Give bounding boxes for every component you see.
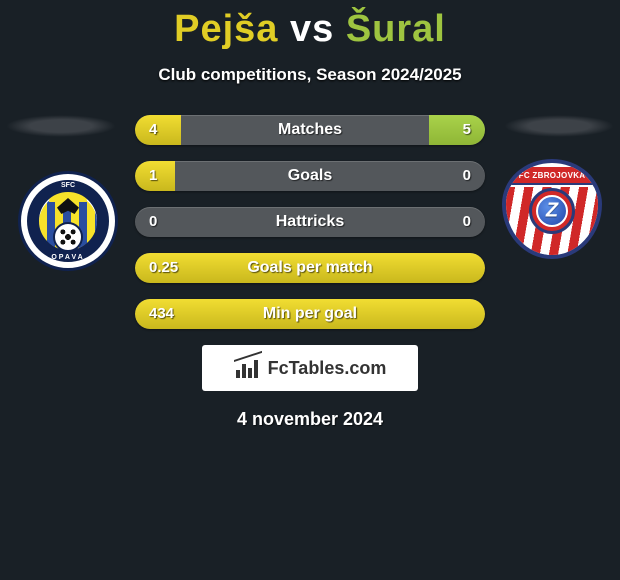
opava-text-bottom: OPAVA [21,254,115,261]
content-area: 1907 SFC OPAVA FC ZBROJOVKA Z 45Matches 1… [0,115,620,430]
stat-label: Matches [135,115,485,145]
watermark-chart-icon [234,358,262,378]
crest-shadow-left [6,115,116,137]
stat-bar-row: 00Hattricks [135,207,485,237]
comparison-title: Pejša vs Šural [0,0,620,51]
stat-bar-row: 45Matches [135,115,485,145]
watermark-text: FcTables.com [268,358,387,379]
player1-name: Pejša [174,8,278,50]
subtitle: Club competitions, Season 2024/2025 [0,65,620,85]
stat-bars: 45Matches 10Goals 00Hattricks 0.25Goals per… [135,115,485,329]
brno-crest: FC ZBROJOVKA Z [502,159,602,259]
stat-label: Hattricks [135,207,485,237]
stat-bar-row: 434Min per goal [135,299,485,329]
player2-name: Šural [346,8,446,50]
brno-letter: Z [546,199,558,222]
stat-label: Min per goal [135,299,485,329]
stat-bar-row: 0.25Goals per match [135,253,485,283]
stat-label: Goals per match [135,253,485,283]
team-crest-right: FC ZBROJOVKA Z [502,159,602,259]
opava-crest: 1907 SFC OPAVA [18,171,118,271]
crest-shadow-right [504,115,614,137]
brno-band: FC ZBROJOVKA [506,167,598,185]
team-crest-left: 1907 SFC OPAVA [18,171,118,271]
opava-ring [27,180,109,262]
watermark: FcTables.com [202,345,418,391]
opava-text-top: SFC [21,182,115,189]
date-text: 4 november 2024 [0,409,620,430]
stat-label: Goals [135,161,485,191]
vs-text: vs [290,8,334,50]
stat-bar-row: 10Goals [135,161,485,191]
